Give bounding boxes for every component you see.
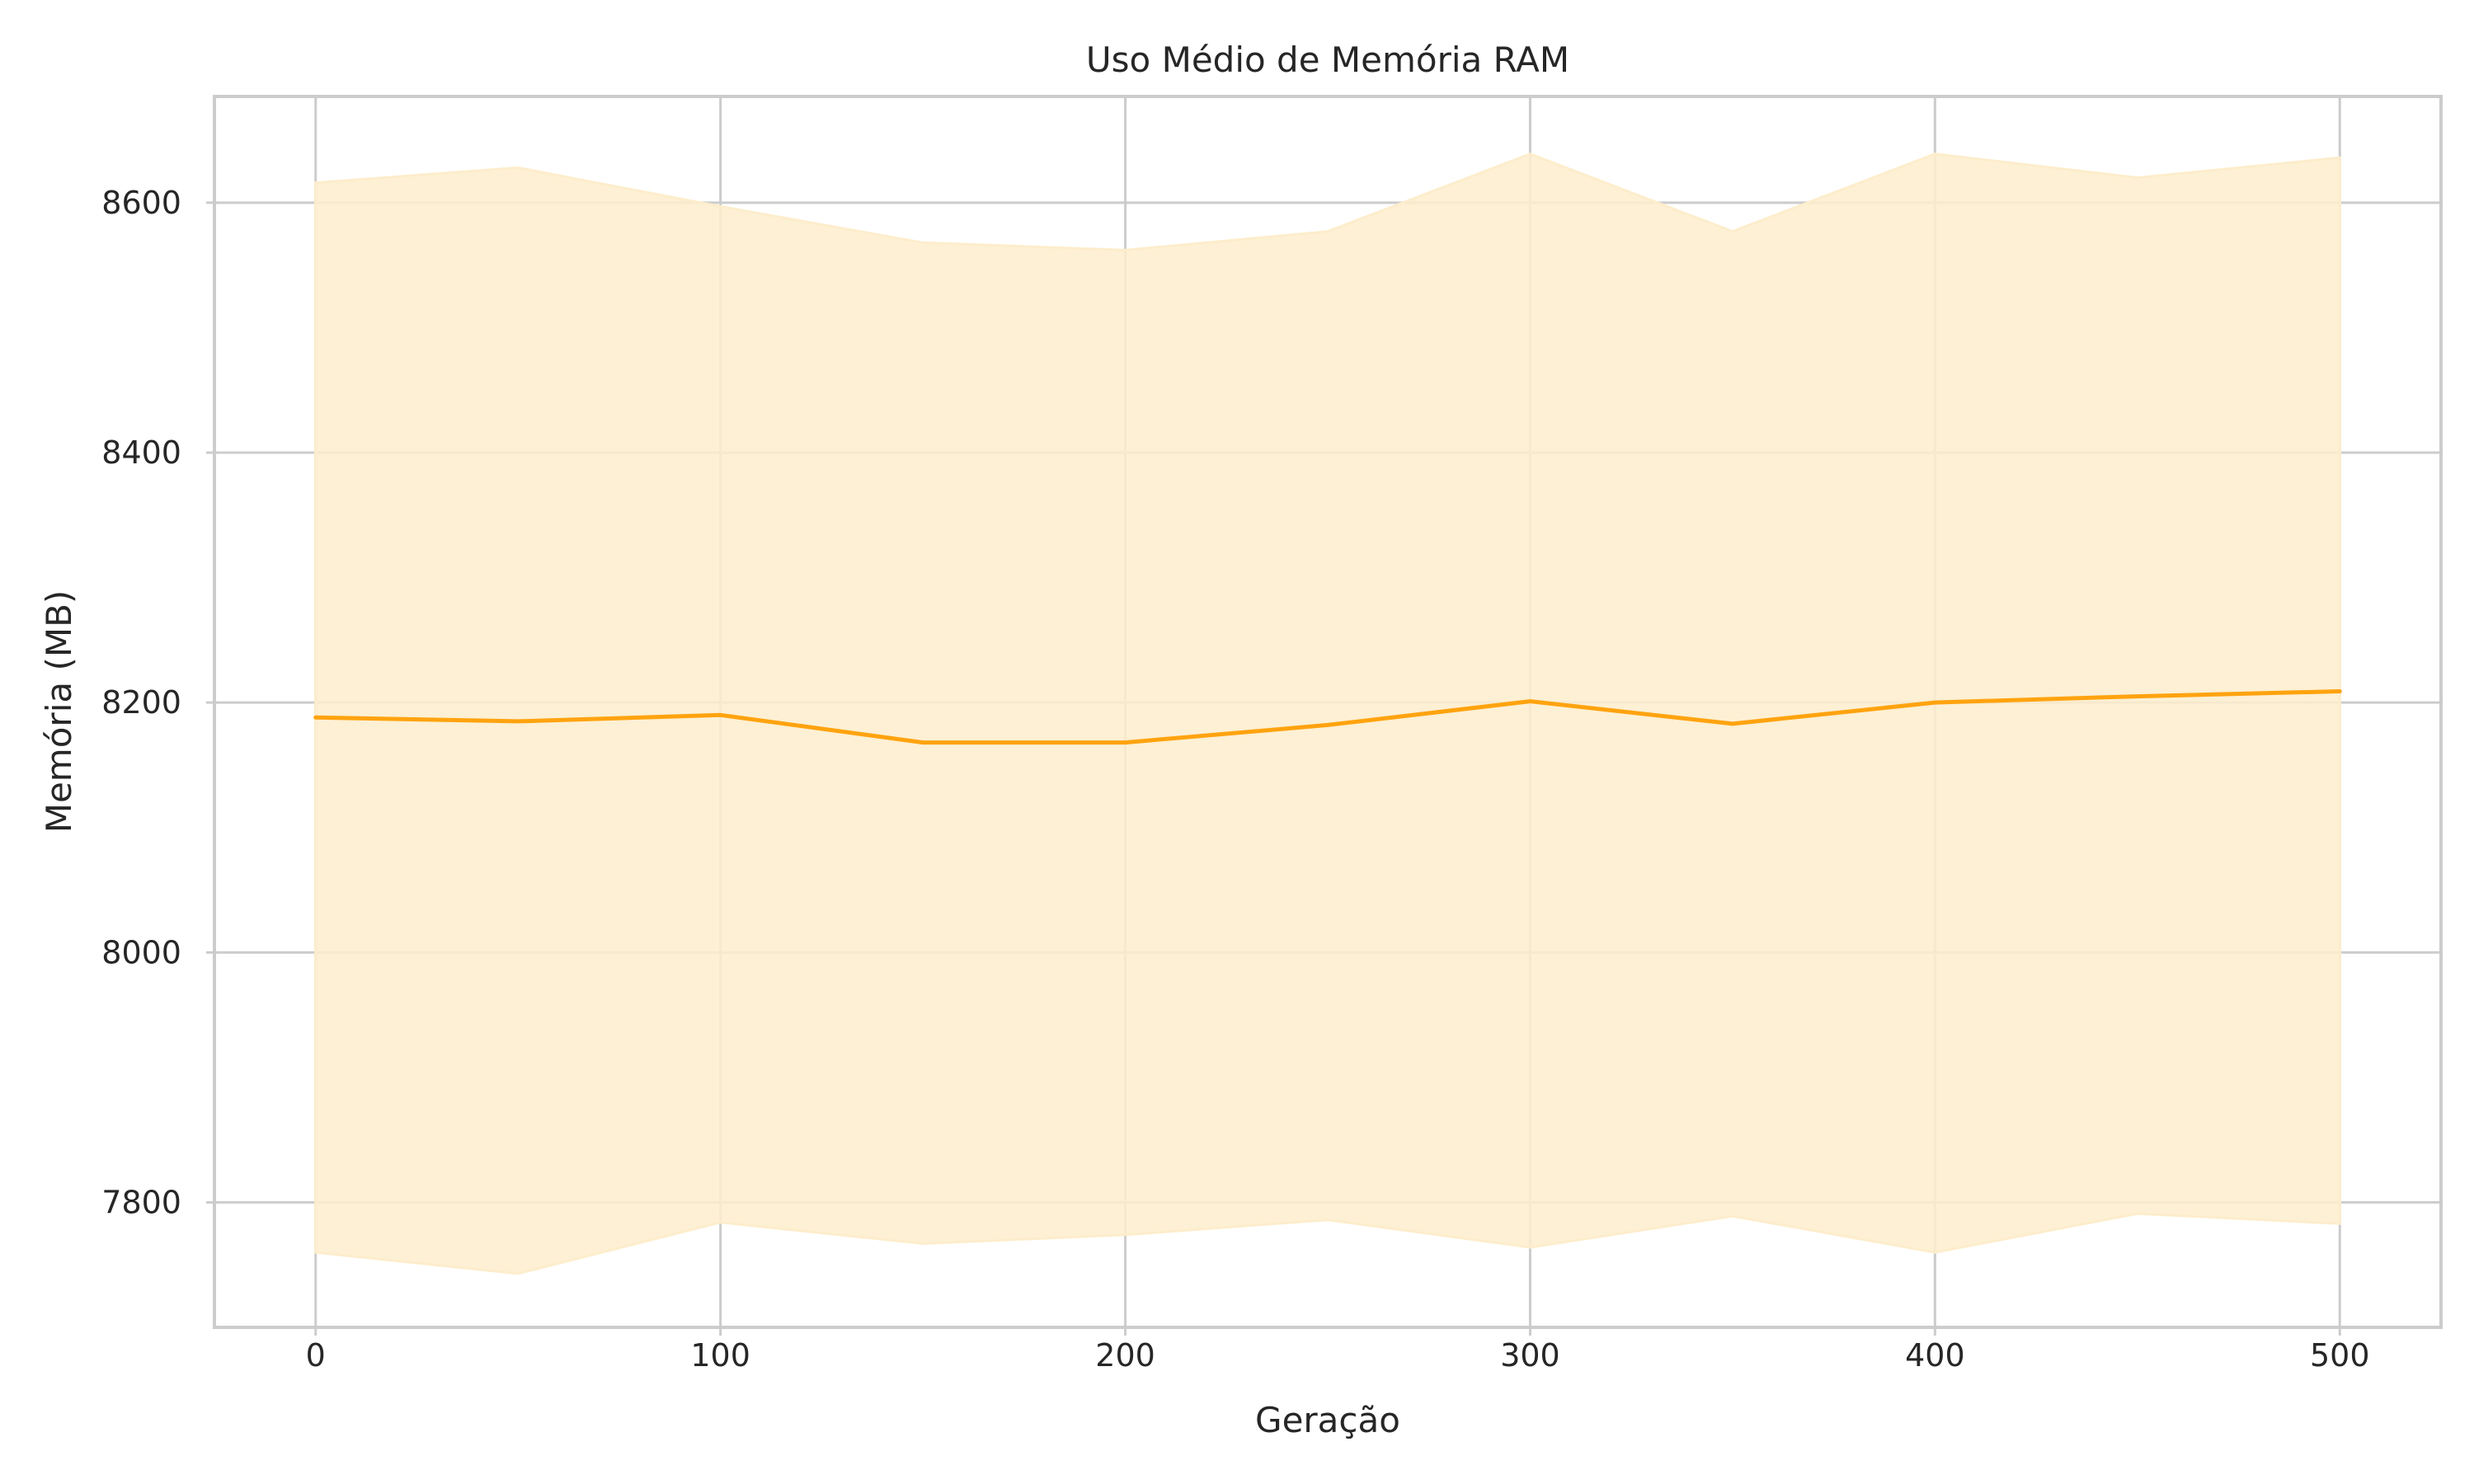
y-axis-label: Memória (MB) [39, 590, 79, 834]
x-tick-label: 0 [306, 1337, 326, 1374]
y-tick-label: 7800 [101, 1184, 181, 1220]
x-tick-label: 300 [1500, 1337, 1560, 1374]
x-tick-label: 200 [1095, 1337, 1155, 1374]
y-tick-label: 8600 [101, 185, 181, 221]
y-axis-ticks: 7800 8000 8200 8400 8600 [101, 185, 214, 1220]
plot-frame [213, 95, 2443, 1329]
x-axis-ticks: 0 100 200 300 400 500 [306, 1327, 2370, 1374]
chart-title: Uso Médio de Memória RAM [1086, 40, 1569, 80]
mean-series-line [313, 689, 2342, 745]
x-axis-label: Geração [1255, 1400, 1400, 1440]
x-tick-label: 100 [690, 1337, 750, 1374]
y-tick-label: 8400 [101, 434, 181, 471]
confidence-band-layer [314, 153, 2341, 1275]
x-tick-label: 500 [2310, 1337, 2370, 1374]
y-tick-label: 8200 [101, 684, 181, 721]
y-tick-label: 8000 [101, 934, 181, 970]
x-tick-label: 400 [1905, 1337, 1965, 1374]
mean-line-layer [313, 689, 2342, 745]
confidence-band [314, 153, 2341, 1275]
